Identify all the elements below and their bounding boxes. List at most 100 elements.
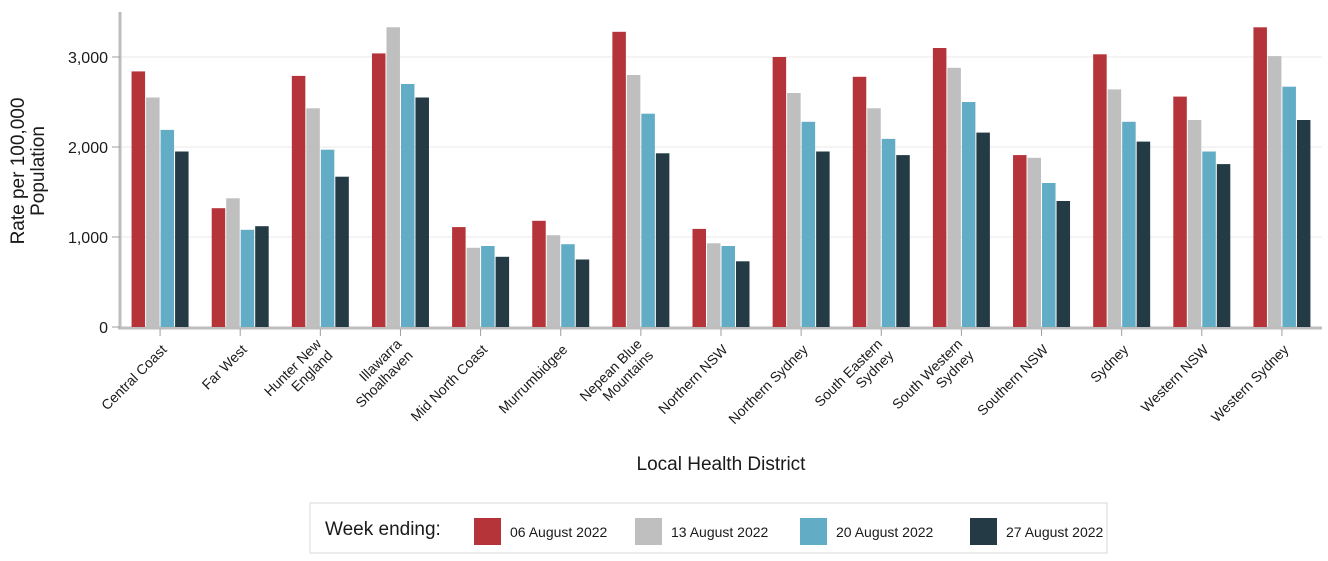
y-axis-title-line: Rate per 100,000 [8,98,29,245]
bar [291,75,306,328]
legend-swatch [800,518,827,545]
bar [692,228,706,327]
bar [707,243,721,327]
bar [481,246,495,327]
bar [961,102,976,327]
x-tick-label: IllawarraShoalhaven [341,336,416,411]
x-tick-label: Nepean BlueMountains [576,336,656,416]
x-tick-label-line: Mid North Coast [407,341,490,424]
bar [1296,120,1311,327]
bar [1173,96,1187,327]
bar [466,247,481,327]
bar [626,75,641,327]
bar [1013,155,1027,327]
x-tick-label: Northern NSW [655,341,731,417]
bar [452,227,466,327]
bar [255,226,269,327]
x-tick-label: Northern Sydney [725,341,811,427]
bar [400,84,415,327]
x-tick-label: Sydney [1087,341,1131,385]
bar [1122,121,1136,327]
legend-label: 20 August 2022 [836,524,934,540]
x-tick-label-line: Central Coast [98,341,170,413]
bar [575,259,590,327]
bar [947,67,961,328]
bar [641,113,655,327]
bar [146,97,160,327]
x-tick-label: Mid North Coast [407,341,490,424]
y-tick-label: 2,000 [68,140,108,157]
x-tick-label-line: Western Sydney [1208,341,1292,425]
y-tick-label: 0 [99,320,108,337]
legend-swatch [635,518,662,545]
bar [335,176,349,327]
x-tick-label-line: Sydney [1087,341,1131,385]
bar [371,53,386,328]
x-tick-label: South EasternSydney [811,336,896,421]
bar [1267,56,1282,327]
bar [976,132,990,327]
legend-swatch [970,518,997,545]
bar [816,151,830,327]
x-tick-label: Western Sydney [1208,341,1292,425]
bar [175,151,189,327]
x-tick-label-line: Northern Sydney [725,341,811,427]
bar [532,220,546,327]
bar [306,108,320,327]
bar [1093,54,1107,328]
bar [1056,201,1071,327]
bar [896,155,910,327]
bar [721,246,735,327]
legend-swatch [474,518,501,545]
bar [932,48,947,327]
x-tick-label-line: Far West [199,341,250,392]
bar [736,261,750,327]
bar [211,208,226,327]
bar [131,71,146,328]
bar [160,129,175,327]
legend-label: 06 August 2022 [510,524,608,540]
x-tick-label-line: Southern NSW [974,341,1052,419]
bar [320,149,335,327]
bar [415,97,429,327]
bar [1187,120,1202,327]
x-tick-label: Southern NSW [974,341,1052,419]
x-tick-label: South WesternSydney [889,336,977,424]
bar [852,76,867,327]
x-tick-label: Western NSW [1138,341,1212,415]
bar [1136,141,1151,327]
bar [787,93,801,327]
x-tick-label: Hunter NewEngland [261,335,337,411]
bar [612,31,626,328]
bar [1042,183,1056,327]
bar [801,121,816,327]
y-tick-label: 3,000 [68,50,108,67]
bar [561,244,575,327]
bar [1107,89,1122,328]
x-tick-label: Far West [199,341,250,392]
y-tick-label: 1,000 [68,230,108,247]
y-axis-title: Rate per 100,000Population [8,98,49,245]
bar [867,108,881,327]
bar [226,198,240,327]
bar [1027,157,1042,327]
bar [495,256,510,327]
x-axis-title: Local Health District [637,454,807,475]
x-tick-label-line: Murrumbidgee [495,341,570,416]
legend-label: 27 August 2022 [1006,524,1104,540]
bar [546,235,561,327]
x-tick-label: Murrumbidgee [495,341,570,416]
x-tick-label-line: Northern NSW [655,341,731,417]
x-tick-label-line: Western NSW [1138,341,1212,415]
bar [772,57,787,327]
bar [386,27,400,328]
x-tick-label: Central Coast [98,341,170,413]
bar [1282,86,1296,327]
bar [655,153,670,327]
bar [1216,164,1231,327]
bar [881,138,896,327]
legend-label: 13 August 2022 [671,524,769,540]
bar [1253,27,1267,328]
